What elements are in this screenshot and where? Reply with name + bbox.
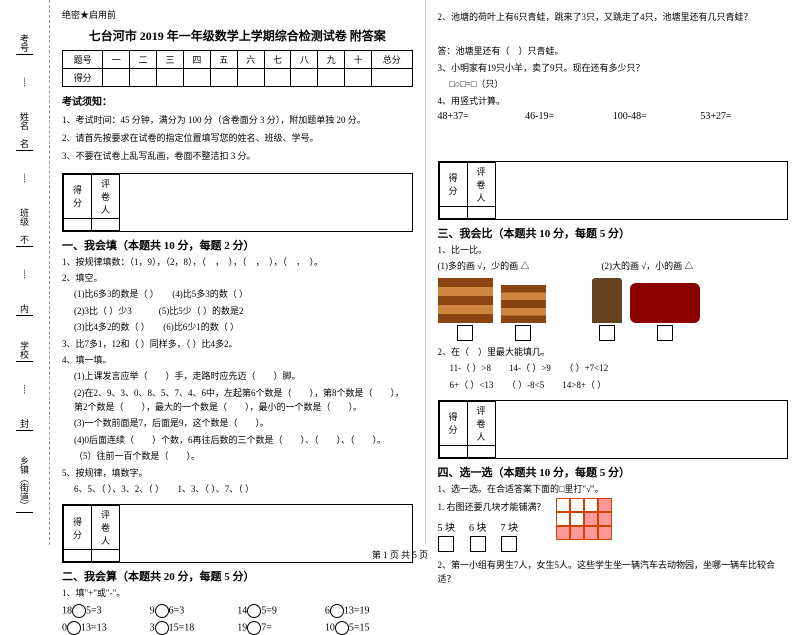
- opt-5: 5 块: [438, 519, 456, 552]
- th: 九: [318, 51, 345, 69]
- s1-q5: 5、按规律，填数字。: [62, 466, 413, 480]
- eq: 197=: [237, 621, 325, 635]
- sidebar-kaohao: 考号: [16, 32, 33, 55]
- eq: 145=9: [237, 604, 325, 618]
- r-q2: 2、池塘的荷叶上有6只青蛙，跳来了3只，又跳走了4只，池塘里还有几只青蛙？: [438, 10, 789, 24]
- s1-q3: 3、比7多1，12和（ ）同样多，（ ）比4多2。: [62, 337, 413, 351]
- eq: 185=3: [62, 604, 150, 618]
- sidebar-town: 乡镇（街道）: [16, 454, 33, 513]
- sidebar-dash: ┊: [22, 78, 27, 87]
- chair: [592, 278, 622, 341]
- opt-6: 6 块: [469, 519, 487, 552]
- sec3-title: 三、我会比（本题共 10 分，每题 5 分）: [438, 228, 631, 240]
- s1-q2: 2、填空。: [62, 271, 413, 285]
- opt-7: 7 块: [501, 519, 519, 552]
- eq: 315=18: [150, 621, 238, 635]
- paper-title: 七台河市 2019 年一年级数学上学期综合检测试卷 附答案: [62, 27, 413, 44]
- eq: 105=15: [325, 621, 413, 635]
- s2-q1: 1、填"+"或"-"。: [62, 586, 413, 600]
- eq: 96=3: [150, 604, 238, 618]
- th: 二: [130, 51, 157, 69]
- grid-figure: [556, 498, 612, 540]
- s3-q2: 2、在（ ）里最大能填几。: [438, 345, 789, 359]
- binding-sidebar: 考号 ┊ 姓名 名 ┊ 班级 不 ┊ 内 学校 ┊ 封 乡镇（街道）: [0, 0, 50, 545]
- sidebar-dash: ┊: [22, 174, 27, 183]
- th: 六: [237, 51, 264, 69]
- sidebar-dash: ┊: [22, 270, 27, 279]
- score-table: 题号 一 二 三 四 五 六 七 八 九 十 总分 得分: [62, 50, 413, 87]
- th: 三: [157, 51, 184, 69]
- bookshelf-1: [438, 278, 493, 341]
- score-box-3: 得分评卷人: [438, 161, 789, 220]
- r-q3: 3、小明家有19只小羊，卖了9只。现在还有多少只？: [438, 61, 789, 75]
- bookshelf-2: [501, 285, 546, 341]
- sidebar-name: 姓名 名: [16, 110, 33, 151]
- th: 总分: [372, 51, 412, 69]
- sidebar-class: 班级 不: [16, 206, 33, 247]
- th: 五: [210, 51, 237, 69]
- sec1-title: 一、我会填（本题共 10 分，每题 2 分）: [62, 240, 255, 252]
- th: 四: [183, 51, 210, 69]
- th: 十: [345, 51, 372, 69]
- s3-q1: 1、比一比。: [438, 243, 789, 257]
- sidebar-dash: ┊: [22, 385, 27, 394]
- sidebar-school: 学校: [16, 339, 33, 362]
- page-footer: 第 1 页 共 5 页: [0, 548, 800, 561]
- eq: 013=13: [62, 621, 150, 635]
- row2: 得分: [63, 69, 103, 87]
- right-column: 2、池塘的荷叶上有6只青蛙，跳来了3只，又跳走了4只，池塘里还有几只青蛙？ 答：…: [426, 0, 800, 545]
- score-box-1: 得分评卷人: [62, 173, 413, 232]
- th: 题号: [63, 51, 103, 69]
- instr-1: 1、考试时间：45 分钟，满分为 100 分（含卷面分 3 分），附加题单独 2…: [62, 112, 413, 128]
- s4-q2: 2、第一小组有男生7人，女生5人。这些学生坐一辆汽车去动物园，坐哪一辆车比较合适…: [438, 558, 789, 587]
- s4-q1: 1、选一选。在合适答案下面的□里打"√"。: [438, 482, 789, 496]
- instr-3: 3、不要在试卷上乱写乱画，卷面不整洁扣 3 分。: [62, 148, 413, 164]
- sidebar-feng: 封: [16, 417, 33, 431]
- r-q2-ans: 答：池塘里还有（ ）只青蛙。: [438, 44, 789, 58]
- s1-q1: 1、按规律填数：（1，9），（2，8），（ ， ），（ ， ），（ ， ）。: [62, 255, 413, 269]
- s1-q4: 4、填一填。: [62, 353, 413, 367]
- th: 一: [103, 51, 130, 69]
- r-q3-eq: □○□=□（只）: [450, 77, 789, 91]
- s4-q1-sub: 1. 右图还要几块才能铺满？: [438, 500, 546, 514]
- left-column: 绝密★启用前 七台河市 2019 年一年级数学上学期综合检测试卷 附答案 题号 …: [50, 0, 426, 545]
- secret-label: 绝密★启用前: [62, 8, 413, 21]
- sec4-title: 四、选一选（本题共 10 分，每题 5 分）: [438, 467, 631, 479]
- score-box-4: 得分评卷人: [438, 400, 789, 459]
- notice-head: 考试须知：: [62, 93, 413, 108]
- instr-2: 2、请首先按要求在试卷的指定位置填写您的姓名、班级、学号。: [62, 130, 413, 146]
- eq: 613=19: [325, 604, 413, 618]
- sec2-title: 二、我会算（本题共 20 分，每题 5 分）: [62, 571, 255, 583]
- th: 八: [291, 51, 318, 69]
- sofa: [630, 283, 700, 341]
- sidebar-nei: 内: [16, 302, 33, 316]
- th: 七: [264, 51, 291, 69]
- r-q4: 4、用竖式计算。: [438, 94, 789, 108]
